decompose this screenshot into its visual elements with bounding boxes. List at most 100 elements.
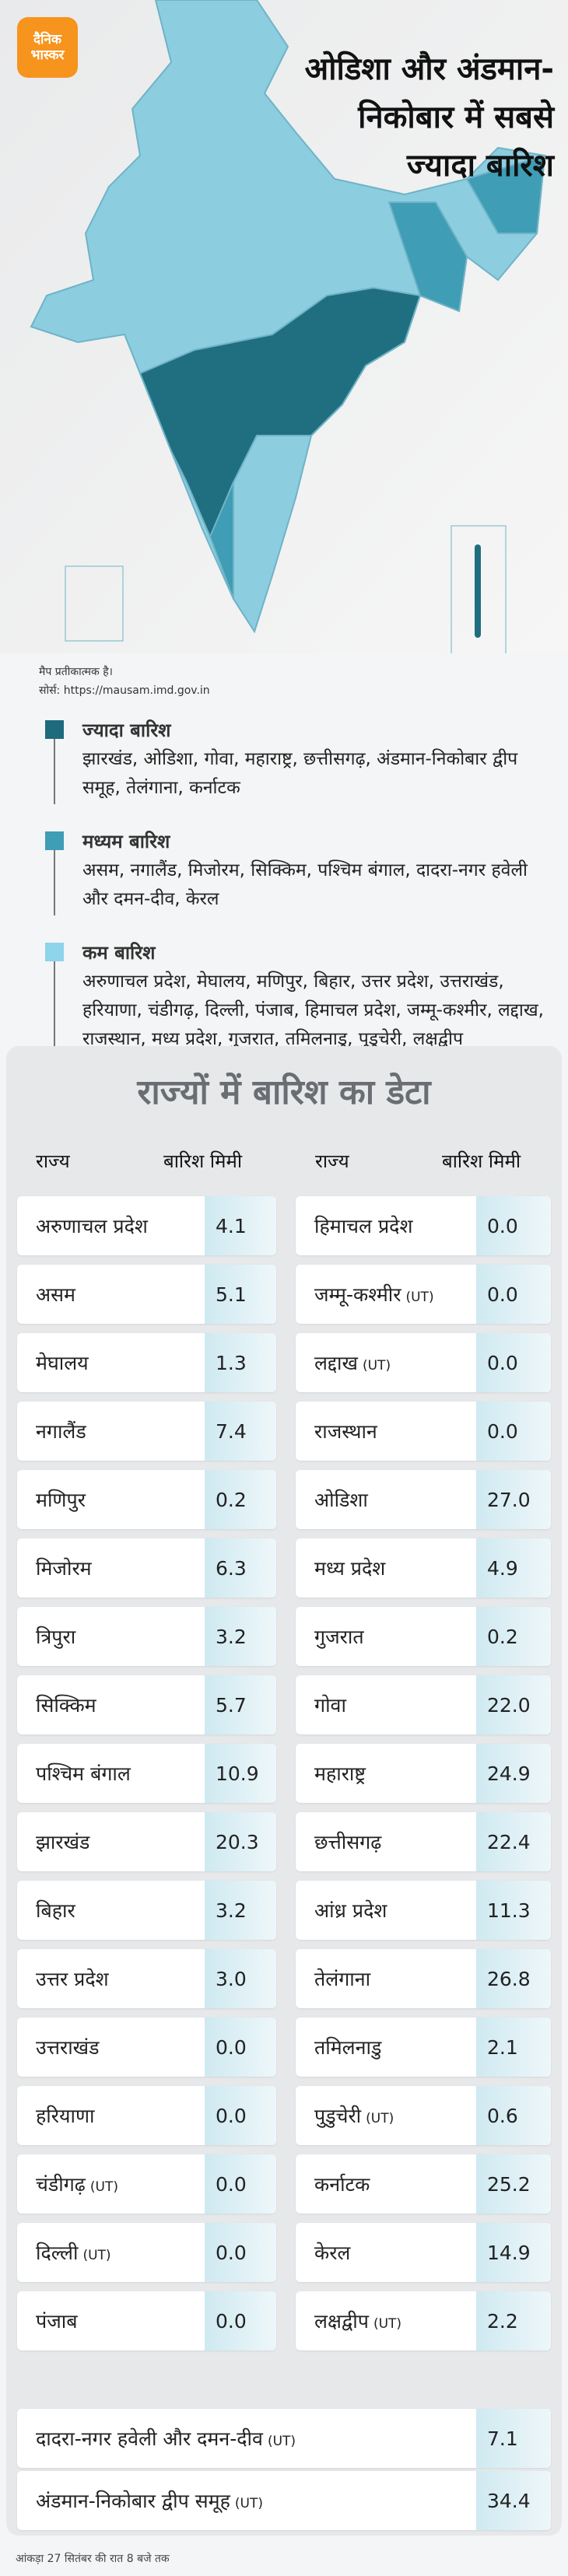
state-name: हरियाणा: [17, 2102, 205, 2129]
state: उत्तराखंड: [36, 2036, 100, 2059]
legend-text: असम, नगालैंड, मिजोरम, सिक्किम, पश्चिम बं…: [82, 860, 528, 909]
state: सिक्किम: [36, 1694, 96, 1717]
rain-value: 0.0: [476, 1196, 551, 1255]
rain-value: 10.9: [205, 1744, 276, 1803]
rain-value: 0.0: [205, 2154, 276, 2214]
state-name: असम: [17, 1281, 205, 1307]
rain-value: 11.3: [476, 1881, 551, 1940]
table-row: त्रिपुरा 3.2: [17, 1607, 276, 1666]
rain-value: 0.0: [476, 1333, 551, 1392]
state-name: आंध्र प्रदेश: [296, 1897, 476, 1923]
state-name: गोवा: [296, 1692, 476, 1718]
state-name: छत्तीसगढ़: [296, 1829, 476, 1855]
title-line: ज्यादा बारिश: [406, 148, 554, 184]
table-row: तेलंगाना 26.8: [296, 1949, 551, 2008]
table-row: राजस्थान 0.0: [296, 1402, 551, 1461]
rain-value: 24.9: [476, 1744, 551, 1803]
rain-value: 0.6: [476, 2086, 551, 2145]
state: असम: [36, 1283, 75, 1306]
rain-value: 20.3: [205, 1812, 276, 1871]
table-row: सिक्किम 5.7: [17, 1675, 276, 1734]
table-title: राज्यों में बारिश का डेटा: [137, 1073, 431, 1112]
state: केरल: [314, 2242, 351, 2264]
rain-value: 2.1: [476, 2018, 551, 2077]
state: महाराष्ट्र: [314, 1762, 366, 1785]
rain-value: 0.0: [476, 1402, 551, 1461]
rain-value: 5.7: [205, 1675, 276, 1734]
rain-value: 0.2: [205, 1470, 276, 1529]
state-name: जम्मू-कश्मीर (UT): [296, 1281, 476, 1307]
table-row: कर्नाटक 25.2: [296, 2154, 551, 2214]
rain-value: 22.0: [476, 1675, 551, 1734]
state-name: पुडुचेरी (UT): [296, 2102, 476, 2129]
state: पुडुचेरी: [314, 2105, 362, 2127]
ut-tag: (UT): [373, 2316, 402, 2332]
rain-value: 3.2: [205, 1881, 276, 1940]
legend-swatch: [45, 831, 64, 850]
andaman-box: [451, 525, 507, 653]
rain-value: 0.0: [476, 1265, 551, 1324]
rain-value: 4.9: [476, 1538, 551, 1598]
state: नगालैंड: [36, 1420, 86, 1443]
rain-value: 22.4: [476, 1812, 551, 1871]
rain-value: 7.4: [205, 1402, 276, 1461]
table-row: तमिलनाडु 2.1: [296, 2018, 551, 2077]
state: गोवा: [314, 1694, 346, 1717]
ut-tag: (UT): [234, 2496, 263, 2511]
state: ओडिशा: [314, 1489, 368, 1511]
table-row: असम 5.1: [17, 1265, 276, 1324]
state-name: दादरा-नगर हवेली और दमन-दीव (UT): [17, 2425, 476, 2452]
state: अरुणाचल प्रदेश: [36, 1215, 148, 1237]
state-name: राजस्थान: [296, 1418, 476, 1444]
table-row: महाराष्ट्र 24.9: [296, 1744, 551, 1803]
rain-value: 27.0: [476, 1470, 551, 1529]
state: छत्तीसगढ़: [314, 1831, 382, 1853]
state: दिल्ली: [36, 2242, 79, 2264]
rain-value: 0.0: [205, 2223, 276, 2282]
column-header: राज्य: [36, 1150, 70, 1172]
state: मिजोरम: [36, 1557, 92, 1580]
state-name: हिमाचल प्रदेश: [296, 1213, 476, 1239]
state: बिहार: [36, 1899, 75, 1922]
column-header: बारिश मिमी: [442, 1150, 521, 1172]
legend-swatch: [45, 720, 64, 739]
state: राजस्थान: [314, 1420, 377, 1443]
logo-text: भास्कर: [30, 47, 65, 63]
rain-value: 3.2: [205, 1607, 276, 1666]
rain-value: 0.0: [205, 2291, 276, 2350]
logo-text: दैनिक: [33, 31, 61, 47]
ut-tag: (UT): [366, 2111, 394, 2126]
table-row: ओडिशा 27.0: [296, 1470, 551, 1529]
lakshadweep-box: [65, 565, 124, 642]
state: त्रिपुरा: [36, 1626, 76, 1648]
state-name: गुजरात: [296, 1623, 476, 1650]
table-row: नगालैंड 7.4: [17, 1402, 276, 1461]
state: तमिलनाडु: [314, 2036, 382, 2059]
column-header: बारिश मिमी: [163, 1150, 243, 1172]
state: पश्चिम बंगाल: [36, 1762, 131, 1785]
state-name: अंडमान-निकोबार द्वीप समूह (UT): [17, 2487, 476, 2514]
ut-tag: (UT): [89, 2179, 118, 2195]
state-name: महाराष्ट्र: [296, 1760, 476, 1787]
legend-title: कम बारिश: [82, 942, 156, 964]
map-source: सोर्स: https://mausam.imd.gov.in: [39, 684, 210, 697]
table-row: मध्य प्रदेश 4.9: [296, 1538, 551, 1598]
state: मेघालय: [36, 1352, 89, 1374]
rain-value: 7.1: [476, 2409, 551, 2468]
table-row: जम्मू-कश्मीर (UT) 0.0: [296, 1265, 551, 1324]
title: ओडिशा और अंडमान- निकोबार में सबसे ज्यादा…: [305, 45, 554, 190]
table-row: पश्चिम बंगाल 10.9: [17, 1744, 276, 1803]
table-row: चंडीगढ़ (UT) 0.0: [17, 2154, 276, 2214]
state-name: उत्तर प्रदेश: [17, 1965, 205, 1992]
table-row: केरल 14.9: [296, 2223, 551, 2282]
state: कर्नाटक: [314, 2173, 370, 2196]
state: हरियाणा: [36, 2105, 95, 2127]
logo: दैनिक भास्कर: [17, 17, 78, 78]
state-name: दिल्ली (UT): [17, 2239, 205, 2266]
table-row: मणिपुर 0.2: [17, 1470, 276, 1529]
rain-value: 34.4: [476, 2471, 551, 2530]
state-name: पंजाब: [17, 2308, 205, 2334]
state-name: मिजोरम: [17, 1555, 205, 1581]
map-note: मैप प्रतीकात्मक है।: [39, 666, 113, 678]
state: उत्तर प्रदेश: [36, 1968, 109, 1990]
